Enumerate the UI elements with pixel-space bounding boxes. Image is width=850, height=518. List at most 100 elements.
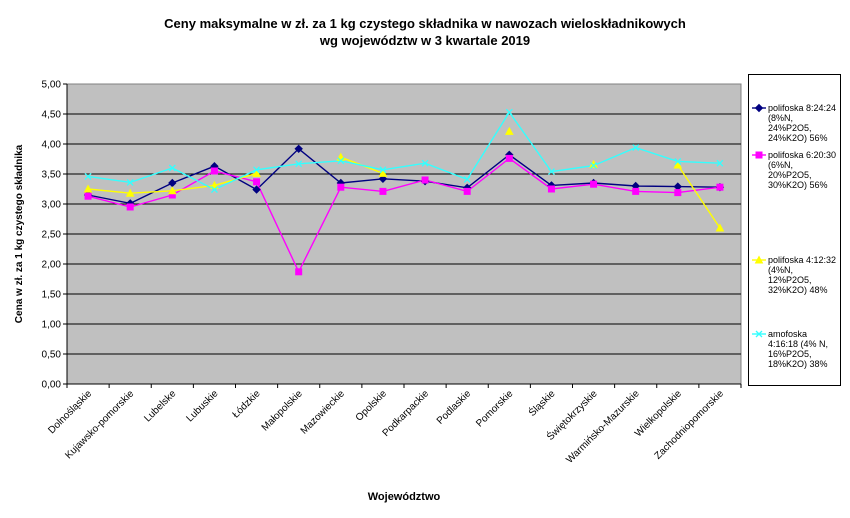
data-point-s3-5 (295, 160, 303, 168)
x-tick-label: Mazowieckie (299, 388, 348, 437)
x-tick-label: Podlaskie (435, 388, 474, 427)
legend-label-line: polifoska 4:12:32 (768, 255, 837, 265)
legend-label-line: 30%K2O) 56% (768, 180, 828, 190)
legend-label-line: (6%N, (768, 160, 794, 170)
legend-label-line: 32%K2O) 48% (768, 285, 828, 295)
data-point-s2-7 (378, 168, 388, 177)
x-tick-label: Warmińsko-Mazurskie (564, 388, 642, 466)
data-point-s1-11 (547, 185, 555, 193)
data-point-s3-11 (547, 168, 555, 176)
y-axis-label: Cena w zł. za 1 kg czystego składnika (14, 144, 25, 323)
data-point-s3-3 (210, 186, 218, 194)
data-point-s1-1 (126, 203, 134, 211)
data-point-s0-7 (378, 174, 388, 184)
data-point-s2-15 (715, 223, 725, 232)
y-tick-label: 4,50 (42, 110, 62, 121)
y-tick-label: 2,50 (42, 230, 62, 241)
chart-title: Ceny maksymalne w zł. za 1 kg czystego s… (164, 16, 686, 31)
legend-marker-symbol (754, 103, 764, 113)
data-point-s1-14 (674, 189, 682, 197)
legend-marker (752, 255, 766, 264)
legend-marker-symbol (755, 151, 763, 159)
legend-label-line: 16%P2O5, (768, 349, 812, 359)
data-point-s1-9 (463, 187, 471, 195)
x-tick-label: Pomorskie (474, 388, 515, 429)
x-tick-label: Kujawsko-pomorskie (63, 388, 136, 461)
data-point-s3-10 (505, 108, 513, 116)
x-tick-label: Lubuskie (184, 388, 220, 424)
legend-label-line: (4%N, (768, 265, 794, 275)
data-point-s1-4 (253, 178, 261, 186)
legend-marker (752, 151, 766, 159)
data-point-s2-10 (504, 126, 514, 135)
data-point-s0-5 (294, 144, 303, 154)
legend-label: polifoska 6:20:30 (6%N, 20%P2O5, 30%K2O) 56… (768, 150, 840, 190)
legend-label-line: polifoska 8:24:24 (768, 103, 837, 113)
legend: polifoska 8:24:24 (8%N, 24%P2O5, 24%K2O) 56… (748, 74, 841, 386)
data-point-s3-12 (590, 162, 598, 170)
data-point-s3-8 (421, 159, 429, 167)
data-point-s3-2 (168, 164, 176, 172)
y-tick-label: 3,00 (42, 200, 62, 211)
data-point-s3-1 (126, 178, 134, 186)
legend-label-line: polifoska 6:20:30 (768, 150, 837, 160)
legend-label: polifoska 8:24:24 (8%N, 24%P2O5, 24%K2O) 56… (768, 103, 840, 143)
data-point-s3-0 (84, 172, 92, 180)
legend-label-line: (8%N, (768, 113, 794, 123)
series-markers (83, 108, 725, 276)
legend-label: polifoska 4:12:32 (4%N, 12%P2O5, 32%K2O) 48… (768, 255, 840, 295)
series-line-1 (87, 157, 721, 274)
data-point-s2-14 (673, 160, 683, 169)
y-tick-label: 2,00 (42, 260, 62, 271)
y-tick-label: 1,50 (42, 290, 62, 301)
x-tick-label: Zachodniopomorskie (653, 388, 727, 462)
series-line-3 (87, 110, 720, 191)
legend-marker-symbol (754, 255, 764, 264)
data-point-s3-15 (716, 159, 724, 167)
y-tick-label: 5,00 (42, 80, 62, 91)
data-point-s2-4 (252, 168, 261, 177)
data-point-s1-13 (632, 187, 640, 195)
data-point-s3-14 (674, 157, 682, 165)
data-point-s2-1 (125, 188, 135, 197)
series-lines (87, 110, 721, 274)
data-point-s0-4 (252, 185, 261, 194)
data-point-s3-7 (379, 166, 387, 174)
data-point-s1-0 (84, 192, 92, 200)
data-point-s1-8 (421, 176, 429, 184)
x-tick-label: Śląskie (526, 387, 558, 419)
data-point-s1-7 (379, 187, 387, 195)
legend-marker (752, 103, 766, 113)
legend-marker (752, 330, 766, 338)
x-tick-label: Lubelske (142, 388, 178, 424)
data-point-s3-9 (463, 175, 471, 183)
data-point-s1-15 (716, 183, 724, 191)
legend-label-line: amofoska (768, 329, 808, 339)
data-point-s3-6 (337, 157, 345, 165)
legend-label-line: 18%K2O) 38% (768, 359, 828, 369)
data-point-s1-5 (295, 268, 303, 276)
legend-label-line: 24%K2O) 56% (768, 133, 828, 143)
data-point-s1-10 (505, 154, 513, 162)
data-point-s1-12 (590, 180, 598, 188)
gridlines (67, 113, 741, 355)
series-line-2 (677, 164, 721, 229)
x-tick-label: Małopolskie (260, 388, 305, 433)
series-line-0 (87, 147, 720, 205)
data-point-s3-13 (632, 144, 640, 152)
legend-label: amofoska 4:16:18 (4% N, 16%P2O5, 18%K2O) 38… (768, 329, 840, 369)
y-tick-label: 0,50 (42, 350, 62, 361)
x-tick-label: Opolskie (354, 388, 390, 424)
data-point-s2-3 (210, 180, 219, 189)
chart-subtitle: wg województw w 3 kwartale 2019 (319, 33, 531, 48)
x-axis-label: Województwo (368, 491, 441, 503)
data-point-s1-6 (337, 183, 345, 191)
legend-label-line: 4:16:18 (4% N, (768, 339, 829, 349)
data-point-s3-4 (253, 166, 261, 174)
legend-label-line: 20%P2O5, (768, 170, 812, 180)
data-point-s2-0 (83, 184, 93, 193)
legend-marker-symbol (755, 330, 763, 338)
y-tick-label: 0,00 (42, 380, 62, 391)
